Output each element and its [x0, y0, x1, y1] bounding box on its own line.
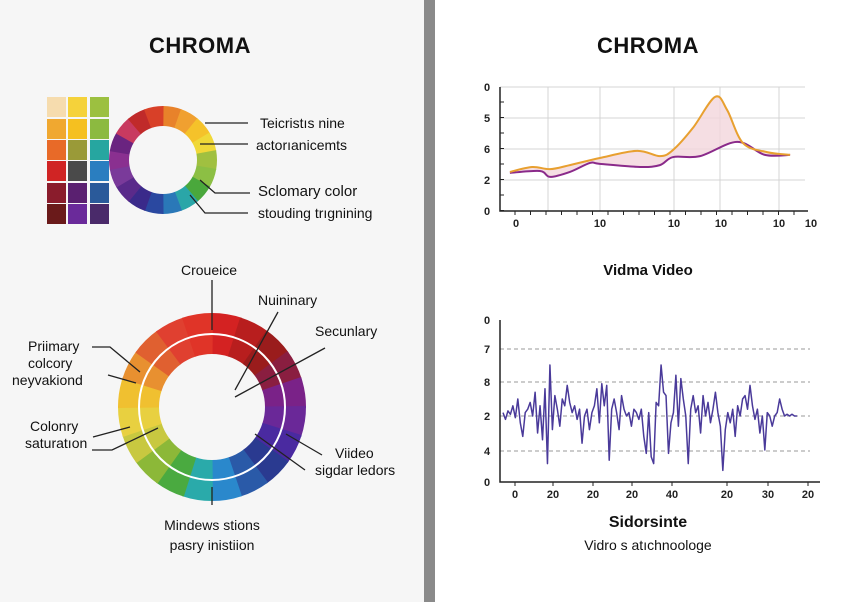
wheel-label-colonry: Colonry saturatıon	[25, 418, 87, 452]
color-swatch	[90, 119, 109, 139]
color-swatch	[90, 204, 109, 224]
leader-line	[285, 433, 323, 456]
small-ring-segment	[109, 132, 134, 155]
wheel-label-line: Mindews stions	[164, 517, 260, 533]
color-swatch	[68, 161, 87, 181]
big-ring-segment	[135, 437, 182, 484]
right-title: CHROMA	[597, 33, 699, 58]
small-ring-segment	[162, 106, 182, 129]
leader-line	[107, 374, 137, 384]
small-ring-segment	[144, 191, 164, 214]
right-panel: CHROMA Vidma Video Sidorsinte Vidro s at…	[435, 0, 860, 602]
color-swatch	[47, 97, 66, 117]
leader-line	[254, 433, 306, 471]
color-swatch	[90, 161, 109, 181]
small-ring-segment	[162, 191, 182, 214]
wheel-label-line: Priimary	[28, 338, 80, 354]
color-swatch	[68, 119, 87, 139]
big-ring-segment	[242, 330, 289, 377]
wheel-label-video: Viideo sigdar ledors	[315, 445, 395, 479]
color-swatch	[90, 140, 109, 160]
small-ring-segment	[127, 109, 152, 135]
small-ring-segment	[196, 150, 218, 170]
small-ring-segment	[108, 150, 130, 170]
big-ring-segment	[155, 449, 197, 497]
leader-line	[92, 426, 131, 438]
leader-line	[92, 427, 159, 451]
small-ring-label: Sclomary color	[258, 183, 358, 200]
wheel-inner-circle-line	[138, 333, 286, 481]
color-swatch	[68, 204, 87, 224]
color-swatch	[90, 97, 109, 117]
wheel-label-top: Croueice	[181, 262, 238, 278]
big-ring-segment	[242, 437, 289, 484]
chart2-title: Sidorsinte	[608, 514, 688, 531]
leader-line	[92, 346, 141, 373]
big-ring-segment	[227, 317, 269, 365]
wheel-label-line: Colonry	[30, 418, 79, 434]
left-panel: CHROMA Teicristıs nine actorıanicemts Sc…	[0, 0, 424, 602]
color-swatch	[68, 97, 87, 117]
wheel-label-nuininary: Nuininary	[258, 292, 318, 308]
small-ring-segment	[174, 185, 199, 211]
leader-line	[189, 194, 248, 214]
wheel-label-line: neyvakiond	[12, 372, 83, 388]
panel-divider	[424, 0, 435, 602]
wheel-label-primary: Priimary colcory neyvakiond	[12, 338, 83, 389]
leader-line	[199, 179, 250, 194]
chart2-subtitle: Vidro s atıchnoologe	[584, 537, 712, 553]
wheel-label-line: pasry inistiion	[169, 537, 255, 553]
small-ring-segment	[109, 165, 134, 188]
color-swatch	[90, 183, 109, 203]
color-swatch	[68, 140, 87, 160]
color-swatch	[68, 183, 87, 203]
wheel-label-line: saturatıon	[25, 435, 88, 451]
small-ring-label: Teicristıs nine	[260, 115, 345, 131]
small-ring-segment	[174, 109, 199, 135]
small-ring-segment	[144, 106, 164, 129]
color-swatch	[47, 183, 66, 203]
wheel-label-line: colcory	[28, 355, 73, 371]
small-ring-segment	[127, 185, 152, 211]
wheel-label-bottom: Mindews stions pasry inistiion	[164, 515, 260, 555]
color-swatch	[47, 140, 66, 160]
big-ring-segment	[135, 330, 182, 377]
wheel-label-line: Viideo	[335, 445, 374, 461]
leader-line	[234, 311, 279, 391]
color-swatch	[47, 161, 66, 181]
chart1-title: Vidma Video	[603, 262, 693, 279]
left-title: CHROMA	[149, 33, 251, 58]
small-ring-label: stouding trıgnining	[258, 205, 373, 221]
small-ring-segment	[115, 118, 142, 144]
small-ring-segment	[192, 165, 217, 188]
leader-line	[234, 347, 326, 398]
wheel-label-secunlary: Secunlary	[315, 323, 378, 339]
wheel-label-line: sigdar ledors	[315, 462, 396, 478]
color-wheel-diagrams	[92, 106, 326, 505]
big-ring-segment	[254, 422, 302, 464]
small-ring-label: actorıanicemts	[256, 137, 348, 153]
big-ring-segment	[122, 350, 170, 392]
color-swatch	[47, 119, 66, 139]
color-swatch	[47, 204, 66, 224]
